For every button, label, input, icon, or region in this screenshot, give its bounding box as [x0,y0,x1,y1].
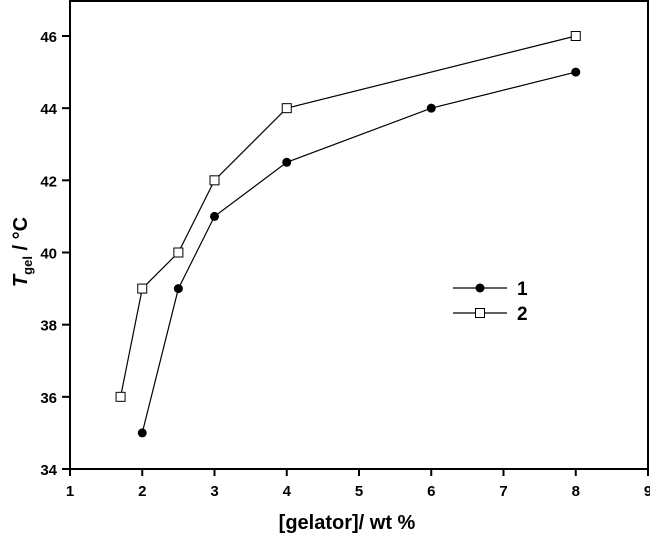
data-point [571,67,581,77]
data-point [209,175,220,186]
plot-frame [69,0,649,470]
y-tick-label: 36 [40,390,57,407]
y-axis-label-sub: gel [20,256,35,275]
data-point [570,31,581,41]
legend-item-2: 2 [453,304,528,325]
data-point [137,283,148,294]
data-point [173,247,184,258]
y-tick-label: 42 [40,173,57,190]
series-line-1 [141,71,576,434]
data-point [281,103,292,114]
data-point [426,103,436,113]
y-tick-label: 34 [40,462,57,479]
y-tick-label: 46 [40,29,57,46]
y-axis-label-unit: / °C [10,217,32,256]
x-tick-label: 1 [66,483,74,500]
legend-label: 1 [517,279,528,300]
x-tick-label: 5 [355,483,363,500]
data-point [173,284,183,294]
legend-marker [475,283,485,293]
x-tick-label: 8 [572,483,580,500]
x-tick-label: 6 [427,483,435,500]
series-1 [137,67,581,438]
y-tick-label: 40 [40,246,57,263]
data-point [137,428,147,438]
y-axis-label: Tgel / °C [10,217,35,287]
y-tick-label: 38 [40,318,57,335]
data-point [282,157,292,167]
series-2 [115,31,581,402]
legend-marker [475,308,485,318]
legend-label: 2 [517,304,528,325]
x-tick-label: 4 [283,483,292,500]
y-axis-label-main: T [10,273,32,287]
x-axis-label: [gelator]/ wt % [279,512,416,534]
series-line-2 [119,35,576,397]
data-point [210,211,219,221]
x-tick-label: 2 [138,483,146,500]
legend-item-1: 1 [453,279,528,300]
y-tick-label: 44 [40,101,57,118]
x-tick-label: 3 [210,483,218,500]
x-tick-label: 7 [499,483,507,500]
data-point [115,391,126,402]
x-tick-label: 9 [644,483,650,500]
